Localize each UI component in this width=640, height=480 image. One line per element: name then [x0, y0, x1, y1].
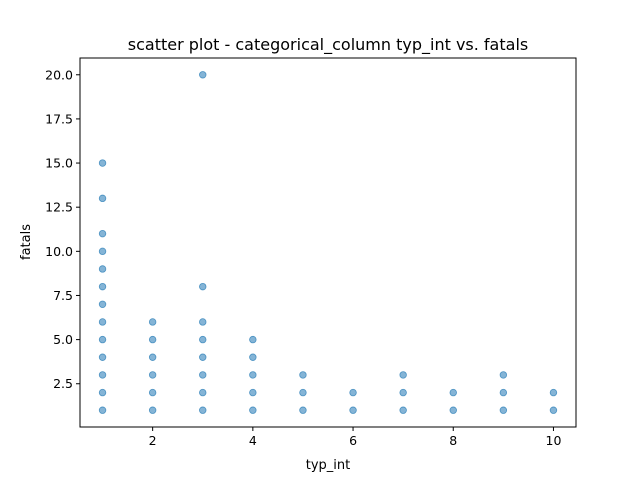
data-point: [98, 353, 107, 361]
data-point: [98, 300, 107, 308]
data-point: [98, 282, 107, 291]
y-tick-label: 17.5: [45, 111, 73, 126]
y-tick-label: 15.0: [45, 156, 73, 171]
data-point: [199, 388, 207, 397]
data-point: [199, 371, 207, 379]
data-point: [449, 406, 457, 414]
data-point: [98, 229, 107, 238]
data-point: [349, 388, 357, 397]
data-point: [199, 318, 207, 326]
data-point: [98, 318, 107, 326]
data-point: [148, 353, 157, 361]
data-point: [98, 247, 107, 256]
y-tick-label: 2.5: [53, 376, 73, 391]
data-point: [98, 335, 107, 344]
y-tick-label: 10.0: [45, 244, 73, 259]
data-point: [98, 194, 107, 203]
data-point: [148, 335, 157, 344]
data-point: [199, 406, 207, 414]
data-point: [399, 371, 407, 379]
data-point: [399, 406, 407, 414]
data-point: [349, 406, 357, 414]
data-point: [148, 406, 157, 414]
data-point: [98, 159, 107, 167]
x-tick-label: 4: [249, 433, 257, 448]
data-point: [549, 388, 558, 397]
data-point: [449, 388, 457, 397]
y-tick-label: 12.5: [45, 200, 73, 215]
data-point: [549, 406, 558, 414]
x-tick-label: 6: [349, 433, 357, 448]
data-point: [148, 318, 157, 326]
data-point: [249, 335, 257, 344]
x-tick-label: 2: [149, 433, 157, 448]
x-tick-label: 8: [449, 433, 457, 448]
data-point: [199, 282, 207, 291]
x-axis-label: typ_int: [306, 458, 351, 473]
data-point: [249, 371, 257, 379]
data-point: [98, 388, 107, 397]
y-tick-label: 7.5: [53, 288, 73, 303]
data-point: [199, 335, 207, 344]
data-point: [148, 371, 157, 379]
data-point: [399, 388, 407, 397]
x-axis-ticks: 2 4 6 8 10: [149, 427, 562, 448]
data-point: [299, 371, 307, 379]
y-tick-label: 20.0: [45, 67, 73, 82]
data-point: [249, 353, 257, 361]
y-axis-label: fatals: [19, 224, 34, 260]
data-point: [299, 388, 307, 397]
axes-frame: [79, 57, 577, 428]
data-point: [98, 406, 107, 414]
data-point: [199, 353, 207, 361]
data-point: [499, 406, 508, 414]
data-point: [299, 406, 307, 414]
chart-title: scatter plot - categorical_column typ_in…: [128, 35, 528, 55]
y-axis-ticks: 2.5 5.0 7.5 10.0 12.5 15.0 17.5 20.0: [45, 67, 80, 391]
data-point: [249, 406, 257, 414]
x-tick-label: 10: [546, 433, 562, 448]
data-point: [98, 371, 107, 379]
data-point: [98, 265, 107, 273]
plot-area: [98, 71, 558, 414]
data-point: [499, 388, 508, 397]
data-point: [249, 388, 257, 397]
data-point: [499, 371, 508, 379]
y-tick-label: 5.0: [53, 332, 73, 347]
data-point: [148, 388, 157, 397]
data-point: [199, 71, 207, 79]
